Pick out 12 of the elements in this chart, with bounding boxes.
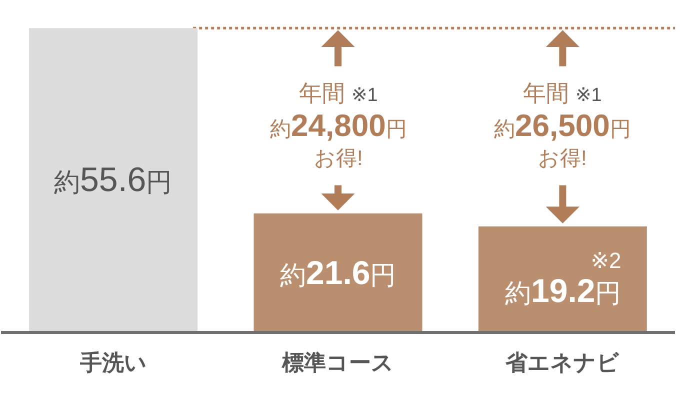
annotation: お得! [314,147,363,170]
data-label: 約55.6円 [54,161,172,199]
annotation: 約24,800円 [270,108,407,143]
x-tick-label: 標準コース [281,350,394,376]
x-tick-label: 省エネナビ [504,350,620,376]
annotation: 年間 ※1 [299,80,378,106]
text: ※2 約19.2円 [505,248,622,309]
annotation: 年間 ※1 [523,80,602,106]
annotation: お得! [538,147,587,170]
data-label: 約21.6円 [280,254,396,291]
annotation: 約26,500円 [494,108,631,143]
x-tick-label: 手洗い [78,350,147,376]
